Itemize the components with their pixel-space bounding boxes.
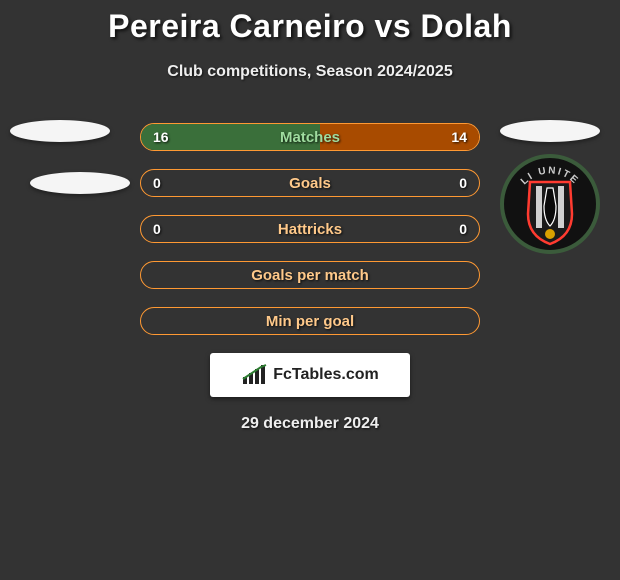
stat-row: 0 0Hattricks	[140, 215, 480, 243]
page-title: Pereira Carneiro vs Dolah	[0, 8, 620, 45]
stat-right-value: 0	[459, 221, 467, 237]
stat-right-value: 14	[451, 129, 467, 145]
stat-left-value: 0	[153, 221, 161, 237]
stat-label: Min per goal	[141, 313, 479, 330]
club-badge: LI UNITE	[500, 154, 600, 254]
subtitle: Club competitions, Season 2024/2025	[0, 63, 620, 81]
stat-label: Goals	[141, 175, 479, 192]
stat-row: 0 0Goals	[140, 169, 480, 197]
stat-label: Goals per match	[141, 267, 479, 284]
avatar-placeholder-shape	[30, 172, 130, 194]
stat-left-value: 0	[153, 175, 161, 191]
player-right-avatar: LI UNITE	[490, 120, 610, 240]
stat-row: Goals per match	[140, 261, 480, 289]
brand-badge: FcTables.com	[210, 353, 410, 397]
bar-chart-icon	[241, 364, 267, 386]
avatar-placeholder-shape	[500, 120, 600, 142]
comparison-card: Pereira Carneiro vs Dolah Club competiti…	[0, 0, 620, 580]
stats-table: 1614Matches00Goals00HattricksGoals per m…	[140, 123, 480, 335]
stat-left-value: 16	[153, 129, 169, 145]
date-text: 29 december 2024	[0, 415, 620, 433]
avatar-placeholder-shape	[10, 120, 110, 142]
stat-right-value: 0	[459, 175, 467, 191]
stat-label: Hattricks	[141, 221, 479, 238]
club-badge-icon: LI UNITE	[500, 154, 600, 254]
brand-text: FcTables.com	[273, 366, 379, 384]
stat-row: Min per goal	[140, 307, 480, 335]
player-left-avatar	[10, 120, 130, 240]
stat-row: 1614Matches	[140, 123, 480, 151]
